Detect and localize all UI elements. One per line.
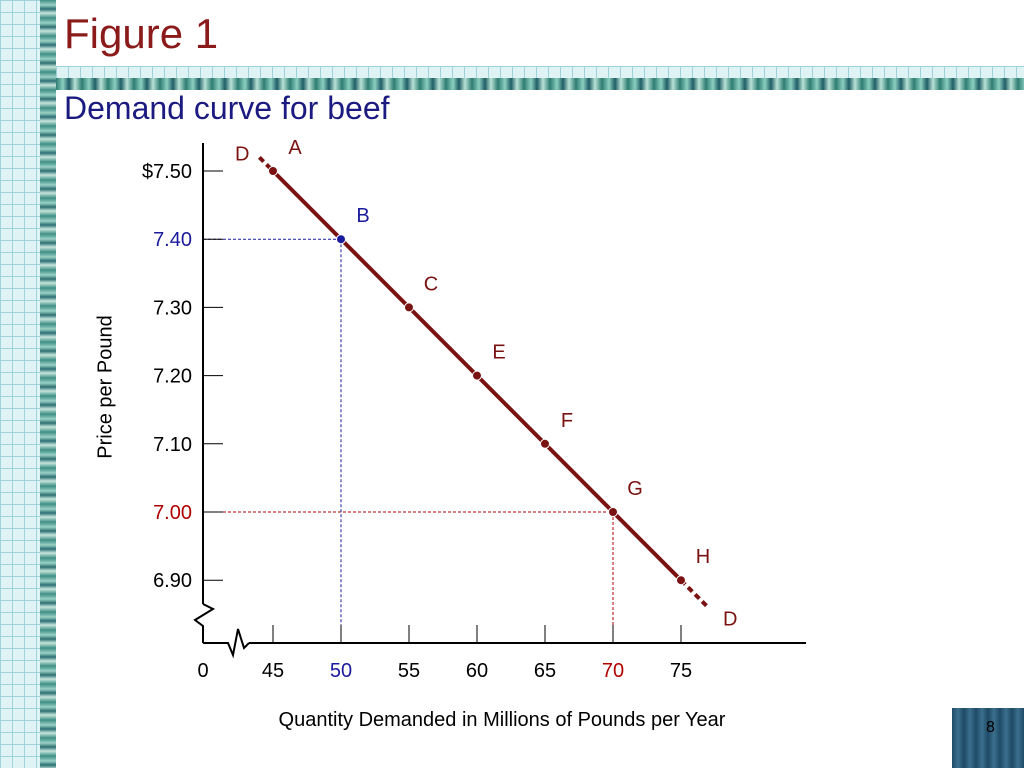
y-axis-break (193, 603, 216, 643)
decorative-corner-block (952, 708, 1024, 768)
curve-label-start: D (235, 143, 249, 165)
y-axis-label: Price per Pound (94, 315, 117, 459)
point-label-a: A (288, 137, 302, 159)
x-axis-break (203, 628, 250, 659)
demand-curve-start (257, 155, 275, 173)
y-tick-label: 7.30 (153, 297, 192, 319)
x-tick-label: 50 (330, 660, 352, 682)
y-tick-label: 7.40 (153, 229, 192, 251)
decorative-header-grid (56, 66, 1024, 80)
point-label-c: C (424, 273, 438, 295)
point-b (336, 234, 346, 245)
point-g (608, 507, 618, 517)
point-e (472, 370, 482, 381)
x-tick-label: 60 (466, 660, 488, 682)
demand-curve-end (679, 578, 710, 609)
slide-subtitle: Demand curve for beef (64, 90, 390, 126)
y-tick-label: 7.20 (153, 366, 192, 388)
point-a (268, 166, 278, 176)
x-tick-label: 70 (602, 660, 624, 682)
x-tick-label: 55 (398, 660, 420, 682)
point-label-b: B (356, 205, 369, 227)
x-origin-label: 0 (197, 660, 208, 682)
point-h (676, 575, 686, 586)
x-tick-label: 75 (670, 660, 692, 682)
y-tick-label: 6.90 (153, 570, 192, 592)
decorative-header-band (56, 78, 1024, 90)
y-tick-label: 7.00 (153, 502, 192, 524)
point-label-h: H (696, 546, 710, 568)
page-number: 8 (986, 719, 995, 736)
x-tick-label: 65 (534, 660, 556, 682)
point-label-f: F (561, 410, 573, 432)
decorative-marble-band (40, 0, 56, 768)
point-label-g: G (627, 478, 643, 500)
x-axis-label: Quantity Demanded in Millions of Pounds … (278, 709, 726, 731)
point-label-e: E (492, 342, 505, 364)
point-c (404, 302, 414, 313)
curve-label-end: D (723, 608, 737, 630)
y-tick-label: 7.10 (153, 434, 192, 456)
y-tick-label: $7.50 (142, 161, 192, 183)
x-tick-label: 45 (262, 660, 284, 682)
slide-title: Figure 1 (64, 10, 219, 57)
point-f (540, 438, 550, 449)
